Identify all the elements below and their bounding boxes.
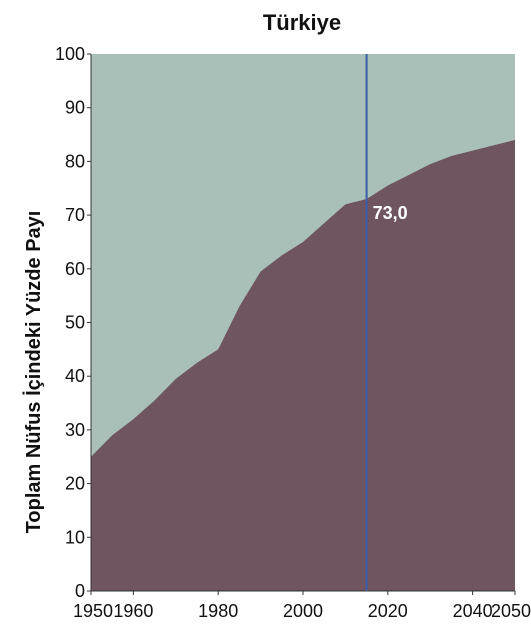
y-tick-label-30: 30	[65, 420, 85, 440]
x-tick-label-2000: 2000	[283, 601, 323, 621]
x-tick-label-1950: 1950	[73, 601, 113, 621]
y-tick-label-90: 90	[65, 98, 85, 118]
y-tick-label-60: 60	[65, 259, 85, 279]
x-tick-label-2020: 2020	[368, 601, 408, 621]
y-tick-label-0: 0	[75, 581, 85, 601]
y-axis: 0 10 20 30 40 50 60 70 80 90 100	[55, 44, 91, 601]
marker-label: 73,0	[373, 203, 408, 223]
chart-title: Türkiye	[263, 10, 341, 35]
y-axis-label: Toplam Nüfus İçindeki Yüzde Payı	[22, 211, 45, 534]
y-tick-label-40: 40	[65, 366, 85, 386]
y-tick-label-20: 20	[65, 474, 85, 494]
y-tick-label-10: 10	[65, 527, 85, 547]
y-tick-label-70: 70	[65, 205, 85, 225]
y-tick-label-50: 50	[65, 313, 85, 333]
y-tick-label-100: 100	[55, 44, 85, 64]
y-tick-label-80: 80	[65, 151, 85, 171]
marker-layer: 73,0	[365, 54, 408, 591]
x-tick-label-1980: 1980	[198, 601, 238, 621]
x-tick-label-2050: 2050	[491, 601, 531, 621]
series-area	[91, 139, 515, 592]
plot-area	[90, 54, 515, 592]
x-tick-label-2040: 2040	[453, 601, 493, 621]
x-tick-label-1960: 1960	[113, 601, 153, 621]
